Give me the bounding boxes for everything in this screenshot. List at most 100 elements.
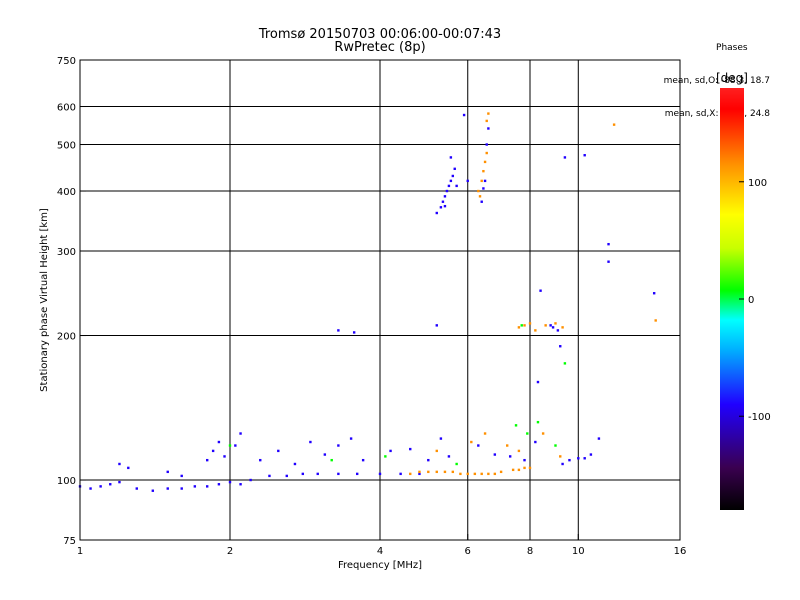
data-point-o-trace <box>508 455 512 458</box>
data-point-x-trace <box>487 112 490 115</box>
colorbar-tick-label: -100 <box>748 412 771 423</box>
data-point-x-trace <box>482 169 485 173</box>
data-points <box>78 112 657 492</box>
data-point-o-trace <box>217 483 221 486</box>
data-point-f-trace <box>483 179 487 183</box>
data-point-f-trace <box>487 127 490 130</box>
y-tick-label: 750 <box>57 56 76 67</box>
data-point-o-trace <box>127 466 130 470</box>
data-point-o-trace <box>355 472 359 476</box>
data-point-f-trace <box>551 326 555 329</box>
data-point-other <box>563 362 567 365</box>
data-point-x-trace <box>435 449 438 453</box>
data-point-f-trace <box>439 206 443 209</box>
data-point-o-trace <box>409 447 412 451</box>
data-point-other <box>526 432 529 435</box>
data-point-o-trace <box>99 485 102 488</box>
data-point-x-trace <box>612 123 616 126</box>
data-point-x-trace <box>409 472 412 476</box>
data-point-o-trace <box>228 480 232 484</box>
data-point-o-trace <box>561 462 564 466</box>
data-point-o-trace <box>352 331 356 334</box>
data-point-o-trace <box>427 458 430 462</box>
data-point-x-trace <box>435 470 438 474</box>
x-tick-label: 6 <box>465 546 471 557</box>
data-point-x-trace <box>485 151 488 155</box>
data-point-f-trace <box>607 242 610 246</box>
data-point-x-trace <box>534 329 537 332</box>
data-point-o-trace <box>234 444 237 447</box>
data-point-x-trace <box>528 322 532 325</box>
data-point-x-trace <box>480 472 483 476</box>
data-point-x-trace <box>499 470 503 474</box>
data-point-x-trace <box>517 449 521 453</box>
data-point-o-trace <box>418 472 421 476</box>
data-point-o-trace <box>239 483 242 486</box>
data-point-o-trace <box>89 487 92 490</box>
data-point-x-trace <box>451 470 455 474</box>
data-point-x-trace <box>544 324 547 327</box>
data-point-f-trace <box>583 154 586 157</box>
data-point-o-trace <box>166 470 169 474</box>
data-point-x-trace <box>561 326 564 329</box>
data-point-f-trace <box>443 204 447 208</box>
data-point-f-trace <box>485 143 488 146</box>
data-point-x-trace <box>485 119 488 123</box>
colorbar-ticks: 100 0 -100 <box>739 178 771 423</box>
data-point-x-trace <box>483 160 487 164</box>
data-point-o-trace <box>361 458 365 462</box>
data-point-other <box>330 458 333 462</box>
x-axis-ticks: 1 2 4 6 8 10 16 <box>77 534 687 557</box>
data-point-other <box>514 424 518 427</box>
data-point-x-trace <box>480 179 483 183</box>
data-point-o-trace <box>193 485 197 488</box>
data-point-x-trace <box>443 470 447 474</box>
data-point-x-trace <box>554 322 557 325</box>
data-point-o-trace <box>597 437 601 440</box>
data-point-o-trace <box>316 472 319 476</box>
data-point-o-trace <box>166 487 169 490</box>
data-point-o-trace <box>493 453 497 456</box>
colorbar-tick-label: 0 <box>748 295 754 306</box>
data-point-o-trace <box>337 329 340 332</box>
data-point-other <box>520 324 523 327</box>
y-tick-label: 75 <box>63 536 76 547</box>
data-point-o-trace <box>534 440 537 444</box>
data-point-other <box>536 420 540 424</box>
data-point-f-trace <box>453 167 456 171</box>
data-point-x-trace <box>523 324 526 327</box>
y-tick-label: 200 <box>57 332 76 343</box>
data-point-o-trace <box>118 480 121 484</box>
data-point-x-trace <box>483 432 487 435</box>
colorbar-tick-label: 100 <box>748 178 767 189</box>
x-tick-label: 4 <box>377 546 383 557</box>
data-point-x-trace <box>528 466 532 470</box>
data-point-f-trace <box>556 329 560 332</box>
data-point-x-trace <box>459 472 462 476</box>
data-point-x-trace <box>473 472 477 476</box>
data-point-other <box>455 462 458 466</box>
data-point-f-trace <box>462 113 466 117</box>
data-point-x-trace <box>505 444 509 447</box>
data-point-x-trace <box>517 468 521 472</box>
data-point-x-trace <box>487 472 490 476</box>
data-point-o-trace <box>109 483 112 486</box>
x-tick-label: 16 <box>674 546 687 557</box>
data-point-o-trace <box>285 474 288 478</box>
chart-subtitle: RwPretec (8p) <box>334 40 426 55</box>
data-point-o-trace <box>583 457 586 460</box>
data-point-x-trace <box>466 472 469 476</box>
data-point-x-trace <box>470 440 473 444</box>
x-tick-label: 10 <box>572 546 585 557</box>
x-tick-label: 2 <box>227 546 233 557</box>
data-point-o-trace <box>323 453 327 456</box>
data-point-x-trace <box>559 455 562 458</box>
data-point-f-trace <box>607 260 610 263</box>
data-point-o-trace <box>293 462 297 466</box>
data-point-x-trace <box>517 326 521 329</box>
data-point-o-trace <box>589 453 593 456</box>
data-point-o-trace <box>447 455 451 458</box>
data-point-f-trace <box>451 174 455 178</box>
data-point-o-trace <box>439 437 443 440</box>
